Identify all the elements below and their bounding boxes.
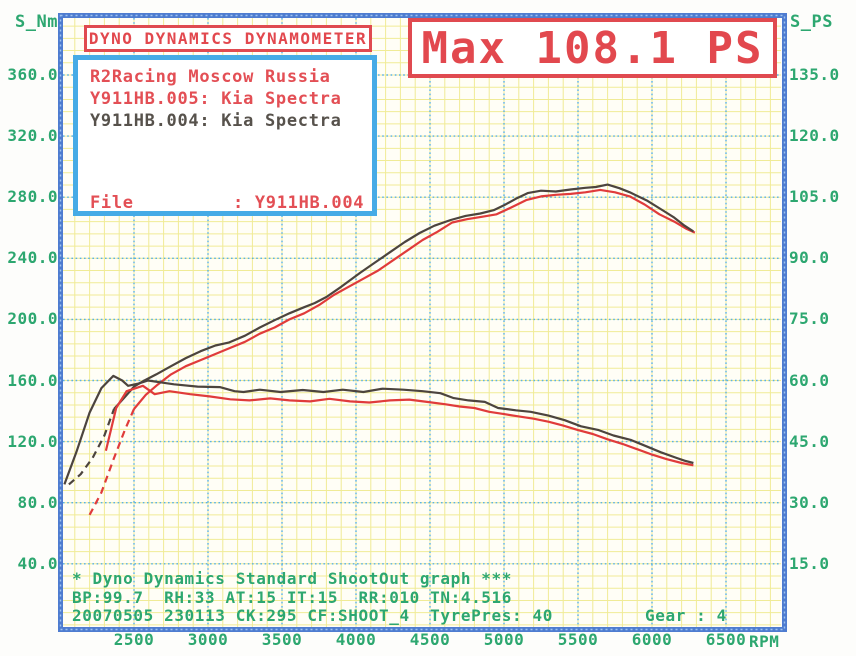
x-axis-tick-label: 5500 (557, 630, 599, 649)
curve-torque-run005 (104, 384, 694, 467)
x-axis-unit-label: RPM (749, 632, 780, 651)
y-axis-tick-label: 75.0 (789, 309, 830, 328)
run-info-box: R2Racing Moscow Russia Y911HB.005: Kia S… (73, 55, 377, 216)
x-axis-tick-label: 3000 (187, 630, 229, 649)
left-axis-title: S_Nm (15, 12, 58, 32)
y-axis-tick-label: 15.0 (789, 554, 830, 573)
x-axis-tick-label: 6500 (705, 630, 747, 649)
curve-power-run005 (133, 188, 696, 410)
max-power-text: Max 108.1 PS (421, 22, 764, 74)
curve-torque-run004 (63, 374, 694, 485)
y-axis-tick-label: 240.0 (7, 248, 58, 267)
y-axis-tick-label: 280.0 (7, 187, 58, 206)
x-axis-tick-label: 5000 (483, 630, 525, 649)
y-axis-tick-label: 120.0 (7, 432, 58, 451)
right-axis-title: S_PS (790, 12, 833, 32)
y-axis-tick-label: 80.0 (17, 493, 58, 512)
y-axis-tick-label: 45.0 (789, 432, 830, 451)
y-axis-tick-label: 90.0 (789, 248, 830, 267)
max-power-box: Max 108.1 PS (408, 18, 777, 78)
dyno-title-box: DYNO DYNAMICS DYNAMOMETER (84, 25, 372, 52)
curve-power-run004 (113, 183, 694, 410)
y-axis-tick-label: 160.0 (7, 371, 58, 390)
y-axis-tick-label: 30.0 (789, 493, 830, 512)
dyno-curves (63, 183, 696, 516)
info-run-004: Y911HB.004: Kia Spectra (90, 111, 342, 131)
y-axis-tick-label: 105.0 (789, 187, 840, 206)
curve-power-run005-leadin (88, 408, 136, 516)
x-axis-tick-label: 2500 (113, 630, 155, 649)
x-axis-tick-label: 4500 (409, 630, 451, 649)
dyno-title-text: DYNO DYNAMICS DYNAMOMETER (88, 29, 368, 48)
y-axis-tick-label: 360.0 (7, 65, 58, 84)
footer-conditions: BP:99.7 RH:33 AT:15 IT:15 RR:010 TN:4.51… (72, 588, 513, 607)
y-axis-tick-label: 40.0 (17, 554, 58, 573)
y-axis-tick-label: 135.0 (789, 65, 840, 84)
file-value: : Y911HB.004 (233, 193, 365, 213)
y-axis-tick-label: 120.0 (789, 126, 840, 145)
footer-run-settings: 20070505 230113 CK:295 CF:SHOOT_4 TyrePr… (72, 606, 553, 625)
info-run-005: Y911HB.005: Kia Spectra (90, 89, 342, 109)
footer-gear: Gear : 4 (645, 606, 727, 625)
x-axis-tick-label: 4000 (335, 630, 377, 649)
y-axis-tick-label: 200.0 (7, 309, 58, 328)
x-axis-tick-label: 3500 (261, 630, 303, 649)
plot-border-texture (59, 14, 786, 631)
footer-graph-type: * Dyno Dynamics Standard ShootOut graph … (72, 569, 513, 588)
y-axis-tick-label: 320.0 (7, 126, 58, 145)
y-axis-tick-label: 60.0 (789, 371, 830, 390)
file-label: File (90, 193, 134, 213)
x-axis-tick-label: 6000 (631, 630, 673, 649)
info-shop-name: R2Racing Moscow Russia (90, 67, 331, 87)
